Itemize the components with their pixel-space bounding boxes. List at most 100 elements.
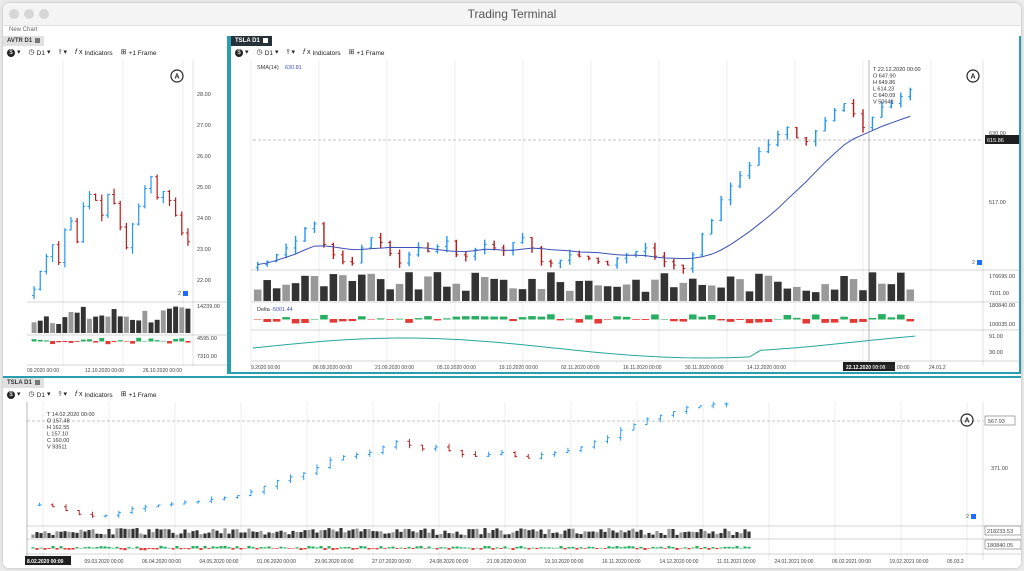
tsla-bottom-delta-bar xyxy=(475,547,479,549)
dollar-icon[interactable]: $ xyxy=(7,391,15,399)
chevron-down-icon[interactable]: ▾ xyxy=(245,49,249,56)
auto-scale-icon-letter: A xyxy=(964,418,969,425)
tsla-bottom-delta-bar xyxy=(667,546,671,549)
avtr-bar xyxy=(179,211,184,236)
tsla-bottom-delta-bar xyxy=(63,548,67,550)
tsla-volume-bar xyxy=(840,276,848,301)
tsla-bottom-delta-bar xyxy=(319,546,323,549)
tsla-bottom-volume-bar xyxy=(719,533,723,538)
indicators-button[interactable]: f x Indicators xyxy=(75,391,113,399)
tsla-bar xyxy=(879,101,884,118)
tsla-bottom-delta-bar xyxy=(295,547,299,549)
bar-type-icon: ⫯ xyxy=(58,391,62,398)
avtr-chart-panel[interactable]: AVTR D1 $ ▾ ◷ D1 ▾ ⫯ ▾ f x Indicators ⊞ +1 Fram… xyxy=(3,36,229,374)
tsla-bottom-volume-bar xyxy=(651,534,655,538)
tsla-volume-bar xyxy=(641,291,650,301)
tsla-bar xyxy=(842,103,847,112)
tsla-volume-bar xyxy=(272,288,281,301)
tsla-bottom-volume-bar xyxy=(443,530,447,538)
timeframe-select[interactable]: ◷ D1 ▾ xyxy=(29,391,51,399)
crosshair-date-label: 8.02.2020 00:00 xyxy=(27,559,64,565)
tsla-volume-bar xyxy=(594,285,602,301)
tsla-delta-bar xyxy=(793,317,801,320)
tsla-bottom-chart-panel[interactable]: TSLA D1 $ ▾ ◷ D1 ▾ ⫯ ▾ f x Indicators ⊞ +1 Fram… xyxy=(3,376,1021,568)
indicators-button[interactable]: f x Indicators xyxy=(303,49,341,57)
date-axis-label: 29.06.2020 00:00 xyxy=(315,559,354,565)
tsla-bottom-volume-bar xyxy=(387,533,391,538)
tsla-bottom-volume-bar xyxy=(159,529,163,538)
avtr-bar xyxy=(173,197,178,217)
tsla-bar xyxy=(529,237,534,253)
tsla-bottom-volume-bar xyxy=(359,531,363,538)
ohlc-readout-line: O 647.90 xyxy=(873,74,896,80)
bar-type-select[interactable]: ⫯ ▾ xyxy=(58,391,67,399)
tsla-bottom-bar xyxy=(275,479,280,490)
add-frame-button[interactable]: ⊞ +1 Frame xyxy=(121,49,157,57)
add-frame-button[interactable]: ⊞ +1 Frame xyxy=(349,49,385,57)
tsla-volume-bar xyxy=(414,289,423,301)
add-frame-button[interactable]: ⊞ +1 Frame xyxy=(121,391,157,399)
avtr-chart-tab[interactable]: AVTR D1 xyxy=(3,36,45,46)
dollar-icon[interactable]: $ xyxy=(7,49,15,57)
tsla-bottom-bar xyxy=(222,496,227,501)
new-chart-label[interactable]: New Chart xyxy=(9,27,38,33)
tsla-bottom-volume-bar xyxy=(527,530,531,538)
tsla-bottom-delta-bar xyxy=(615,545,619,549)
tsla-volume-bar xyxy=(745,291,754,301)
tsla-bottom-bar xyxy=(77,509,82,516)
tsla-bottom-delta-bar xyxy=(39,547,43,549)
tsla-bottom-volume-bar xyxy=(215,530,219,538)
tsla-bottom-delta-bar xyxy=(331,548,335,551)
avtr-delta-bar xyxy=(185,341,191,343)
bar-type-select[interactable]: ⫯ ▾ xyxy=(286,49,295,57)
tab-close-icon[interactable] xyxy=(262,37,268,43)
timeframe-select[interactable]: ◷ D1 ▾ xyxy=(257,49,279,57)
tsla-bottom-price-chart[interactable]: 567.93 371.00 T 14.02.2020 00:00O 157.48H … xyxy=(3,378,1021,568)
tsla-volume-bar xyxy=(632,279,640,301)
tsla-bar xyxy=(255,261,260,271)
tsla-bar xyxy=(284,243,289,259)
tsla-bottom-volume-bar xyxy=(223,528,227,538)
tsla-bottom-volume-bar xyxy=(371,531,375,538)
tsla-delta-bar xyxy=(849,319,858,323)
current-price-badge xyxy=(985,135,1019,144)
tsla-bottom-bar xyxy=(631,423,636,431)
tsla-bottom-chart-tab[interactable]: TSLA D1 xyxy=(3,378,44,388)
tsla-chart-panel[interactable]: TSLA D1 $ ▾ ◷ D1 ▾ ⫯ ▾ f x Indicators ⊞ +1 Fram… xyxy=(229,36,1021,374)
tsla-bottom-volume-bar xyxy=(303,530,307,538)
tsla-bottom-volume-bar xyxy=(439,533,443,538)
tsla-bottom-delta-bar xyxy=(655,547,659,549)
tsla-bottom-volume-bar xyxy=(191,531,195,538)
minimize-window-button[interactable] xyxy=(24,9,34,19)
tsla-bottom-volume-bar xyxy=(179,533,183,538)
tsla-bottom-volume-bar xyxy=(647,532,651,538)
tsla-bottom-volume-bar xyxy=(295,531,299,538)
tsla-bottom-delta-bar xyxy=(243,548,247,549)
avtr-volume-bar xyxy=(154,319,160,333)
tsla-bottom-delta-bar xyxy=(559,546,563,549)
timeframe-select[interactable]: ◷ D1 ▾ xyxy=(29,49,51,57)
tsla-bottom-delta-bar xyxy=(571,546,575,549)
tsla-bottom-delta-bar xyxy=(399,547,403,549)
date-axis-label: 16.11.2020 00:00 xyxy=(602,559,641,565)
bar-type-select[interactable]: ⫯ ▾ xyxy=(58,49,67,57)
indicators-button[interactable]: f x Indicators xyxy=(75,49,113,57)
oscillator-axis-label: 91.00 xyxy=(989,334,1003,340)
tsla-bottom-bar xyxy=(433,444,438,452)
chevron-down-icon[interactable]: ▾ xyxy=(17,391,21,398)
chevron-down-icon[interactable]: ▾ xyxy=(17,49,21,56)
tsla-chart-tab[interactable]: TSLA D1 xyxy=(231,36,272,46)
tab-close-icon[interactable] xyxy=(35,37,41,43)
maximize-window-button[interactable] xyxy=(39,9,49,19)
tsla-bar xyxy=(596,257,601,264)
tsla-bottom-delta-bar xyxy=(255,548,259,550)
avtr-price-chart[interactable]: 28.00 27.00 26.00 25.00 24.00 23.00 22.00 A 2 142… xyxy=(3,36,227,374)
tsla-bottom-delta-bar xyxy=(579,547,583,549)
tab-close-icon[interactable] xyxy=(34,379,40,385)
tsla-delta-bar xyxy=(811,314,820,320)
close-window-button[interactable] xyxy=(9,9,19,19)
date-axis-label: 9.2020 00:00 xyxy=(251,365,280,371)
dollar-icon[interactable]: $ xyxy=(235,49,243,57)
tsla-bottom-bar xyxy=(605,435,610,444)
